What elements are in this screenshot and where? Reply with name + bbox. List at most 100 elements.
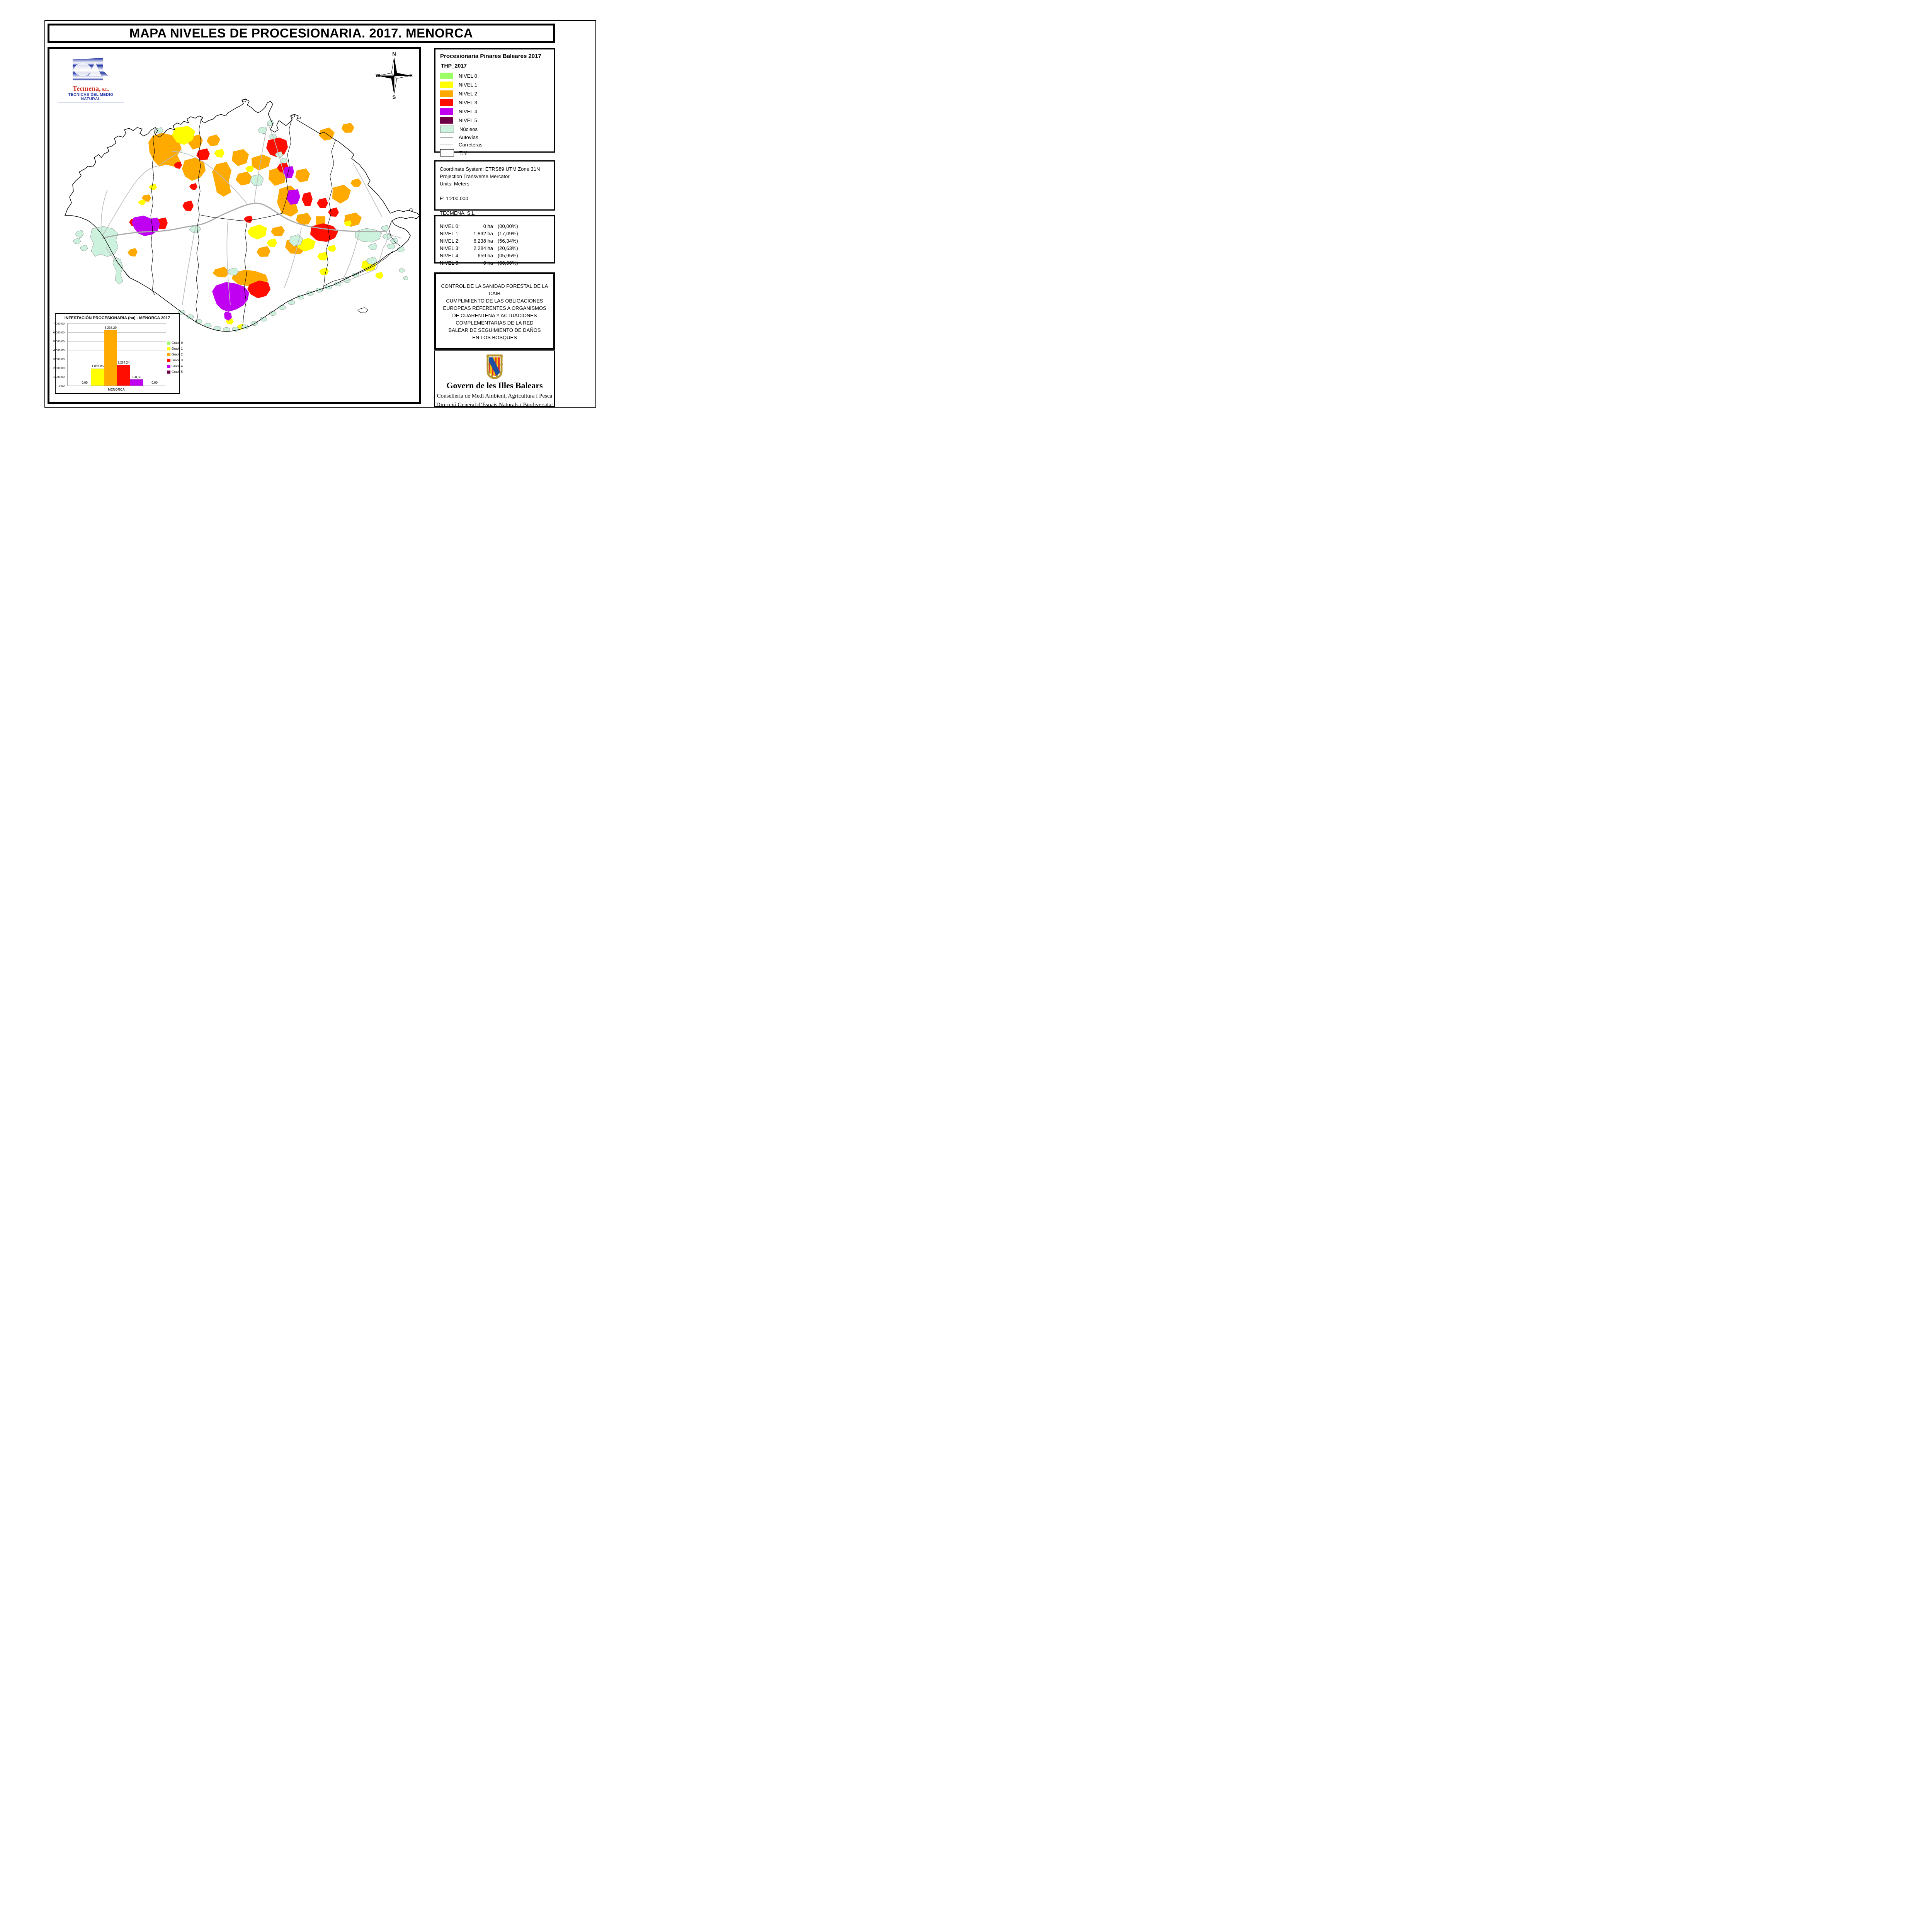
legend-item-label: Núcleos	[459, 126, 478, 132]
govern-branding: Govern de les Illes Balears Conselleria …	[434, 350, 555, 408]
legend-subtitle: THP_2017	[441, 63, 467, 69]
level-stat-percent: (00,00%)	[498, 260, 518, 266]
legend-item-label: NIVEL 1	[459, 82, 477, 88]
legend-item: NIVEL 4	[440, 107, 549, 116]
legend-item-label: NIVEL 3	[459, 100, 477, 105]
govern-coat-of-arms-icon	[486, 354, 503, 379]
chart-bar-value: 658,63	[132, 375, 141, 379]
infestation-chart: INFESTACIÓN PROCESIONARIA (ha) - MENORCA…	[53, 313, 183, 394]
chart-plot-area: 0,00 1.891,85 6.238,29 2.284,24 658,63 0,00	[67, 323, 166, 386]
chart-bar-value: 0,00	[82, 381, 88, 384]
chart-bar-value: 6.238,29	[104, 326, 117, 330]
tecmena-logo: Tecmena, S.L. TECNICAS DEL MEDIO NATURAL	[58, 58, 124, 102]
chart-legend-label: Grado 2	[172, 353, 183, 356]
level-stats-box: NIVEL 0: 0 ha (00,00%) NIVEL 1: 1.892 ha (17,…	[434, 215, 555, 267]
legend-item-label: Autovías	[459, 134, 478, 140]
level-stat-area: 659 ha	[478, 253, 493, 258]
compass-w-label: W	[376, 73, 381, 78]
chart-bar-grado-2	[104, 330, 117, 386]
chart-legend-label: Grado 4	[172, 364, 183, 368]
chart-y-tick: 0,00	[59, 384, 65, 388]
chart-y-tick: 7.000,00	[53, 322, 65, 325]
project-info-line	[437, 341, 552, 349]
coordinate-info-line: Units: Meters	[440, 181, 469, 187]
project-info-line: EUROPEAS REFERENTES A ORGANISMOS	[443, 305, 546, 311]
coordinate-info-line	[440, 187, 549, 195]
chart-legend-label: Grado 5	[172, 370, 183, 374]
chart-title: INFESTACIÓN PROCESIONARIA (ha) - MENORCA…	[64, 316, 170, 320]
legend-item: Autovías	[440, 134, 549, 141]
project-info-line: CONTROL DE LA SANIDAD FORESTAL DE LA CAI…	[441, 283, 548, 296]
legend-title: Procesionaria Pinares Baleares 2017	[440, 53, 541, 60]
level-stat-label: NIVEL 4:	[440, 253, 460, 258]
chart-legend-swatch	[167, 353, 170, 356]
level-stat-row: NIVEL 5: 0 ha (00,00%)	[440, 259, 549, 267]
level-stat-area: 0 ha	[483, 223, 493, 229]
level-stat-row: NIVEL 0: 0 ha (00,00%)	[440, 223, 549, 230]
level-stat-label: NIVEL 5:	[440, 260, 460, 266]
legend-item: NIVEL 1	[440, 80, 549, 89]
level-stat-percent: (00,00%)	[498, 223, 518, 229]
level-stat-row: NIVEL 2: 6.238 ha (56,34%)	[440, 237, 549, 245]
chart-y-tick: 4.000,00	[53, 349, 65, 352]
legend-item-label: Carreteras	[459, 142, 483, 148]
level-stat-area: 2.284 ha	[473, 245, 493, 251]
chart-legend-label: Grado 0	[172, 341, 183, 345]
project-info-box: CONTROL DE LA SANIDAD FORESTAL DE LA CAI…	[434, 272, 555, 370]
level-stat-row: NIVEL 4: 659 ha (05,95%)	[440, 252, 549, 259]
project-info-line: DE CUARENTENA Y ACTUACIONES	[452, 313, 537, 318]
chart-x-category: MENORCA	[108, 388, 125, 391]
chart-bar-value: 0,00	[151, 381, 158, 384]
chart-legend-swatch	[167, 370, 170, 374]
tecmena-name: Tecmena, S.L.	[72, 85, 109, 92]
coordinate-info-line: Projection Transverse Mercator	[440, 173, 510, 179]
legend-item-label: NIVEL 4	[459, 109, 477, 114]
legend-item-label: NIVEL 5	[459, 117, 477, 123]
map-sheet: MAPA NIVELES DE PROCESIONARIA. 2017. MEN…	[0, 0, 606, 427]
level-stat-area: 1.892 ha	[473, 231, 493, 236]
chart-y-tick: 3.000,00	[53, 357, 65, 361]
legend-swatch	[440, 73, 453, 79]
level-stat-row: NIVEL 1: 1.892 ha (17,09%)	[440, 230, 549, 237]
tecmena-logo-icon	[73, 58, 109, 80]
chart-legend-swatch	[167, 341, 170, 345]
chart-bar-value: 1.891,85	[92, 364, 104, 368]
chart-y-tick: 6.000,00	[53, 331, 65, 334]
chart-legend-item: Grado 0	[167, 341, 183, 345]
level-stat-percent: (56,34%)	[498, 238, 518, 244]
legend-item-label: NIVEL 0	[459, 73, 477, 79]
legend-swatch	[440, 90, 453, 97]
legend-swatch	[440, 149, 454, 156]
chart-legend-label: Grado 1	[172, 347, 183, 350]
chart-y-tick: 5.000,00	[53, 340, 65, 343]
legend-swatch	[440, 126, 454, 133]
level-stat-label: NIVEL 3:	[440, 245, 460, 251]
level-stat-label: NIVEL 2:	[440, 238, 460, 244]
chart-gridline	[68, 323, 166, 324]
level-stat-percent: (17,09%)	[498, 231, 518, 236]
level-stat-row: NIVEL 3: 2.284 ha (20,63%)	[440, 245, 549, 252]
chart-legend-swatch	[167, 364, 170, 368]
level-stat-percent: (05,95%)	[498, 253, 518, 258]
coordinate-info-line: E: 1:200.000	[440, 196, 468, 201]
chart-legend-item: Grado 3	[167, 358, 183, 362]
chart-y-tick: 1.000,00	[53, 375, 65, 379]
compass-rose-icon: N S W E	[376, 51, 413, 100]
legend-swatch	[440, 82, 453, 88]
title-bar: MAPA NIVELES DE PROCESIONARIA. 2017. MEN…	[48, 24, 555, 43]
legend-swatch	[440, 108, 453, 115]
legend-item: Núcleos	[440, 125, 549, 134]
legend-item: NIVEL 2	[440, 89, 549, 98]
chart-legend-swatch	[167, 359, 170, 362]
project-info-line: BALEAR DE SEGUIMIENTO DE DAÑOS	[448, 327, 541, 333]
page-title: MAPA NIVELES DE PROCESIONARIA. 2017. MEN…	[129, 26, 473, 40]
legend-item: NIVEL 5	[440, 116, 549, 125]
legend-item-label: T.M	[459, 150, 468, 156]
legend-swatch	[440, 117, 453, 124]
level-stat-label: NIVEL 1:	[440, 231, 460, 236]
chart-legend-item: Grado 5	[167, 370, 183, 374]
tecmena-subtitle: TECNICAS DEL MEDIO NATURAL	[58, 93, 124, 102]
autovías-line-swatch	[440, 136, 453, 138]
chart-bar-grado-1	[91, 368, 104, 386]
coordinate-info-box: Coordinate System: ETRS89 UTM Zone 31N Pr…	[434, 160, 555, 216]
